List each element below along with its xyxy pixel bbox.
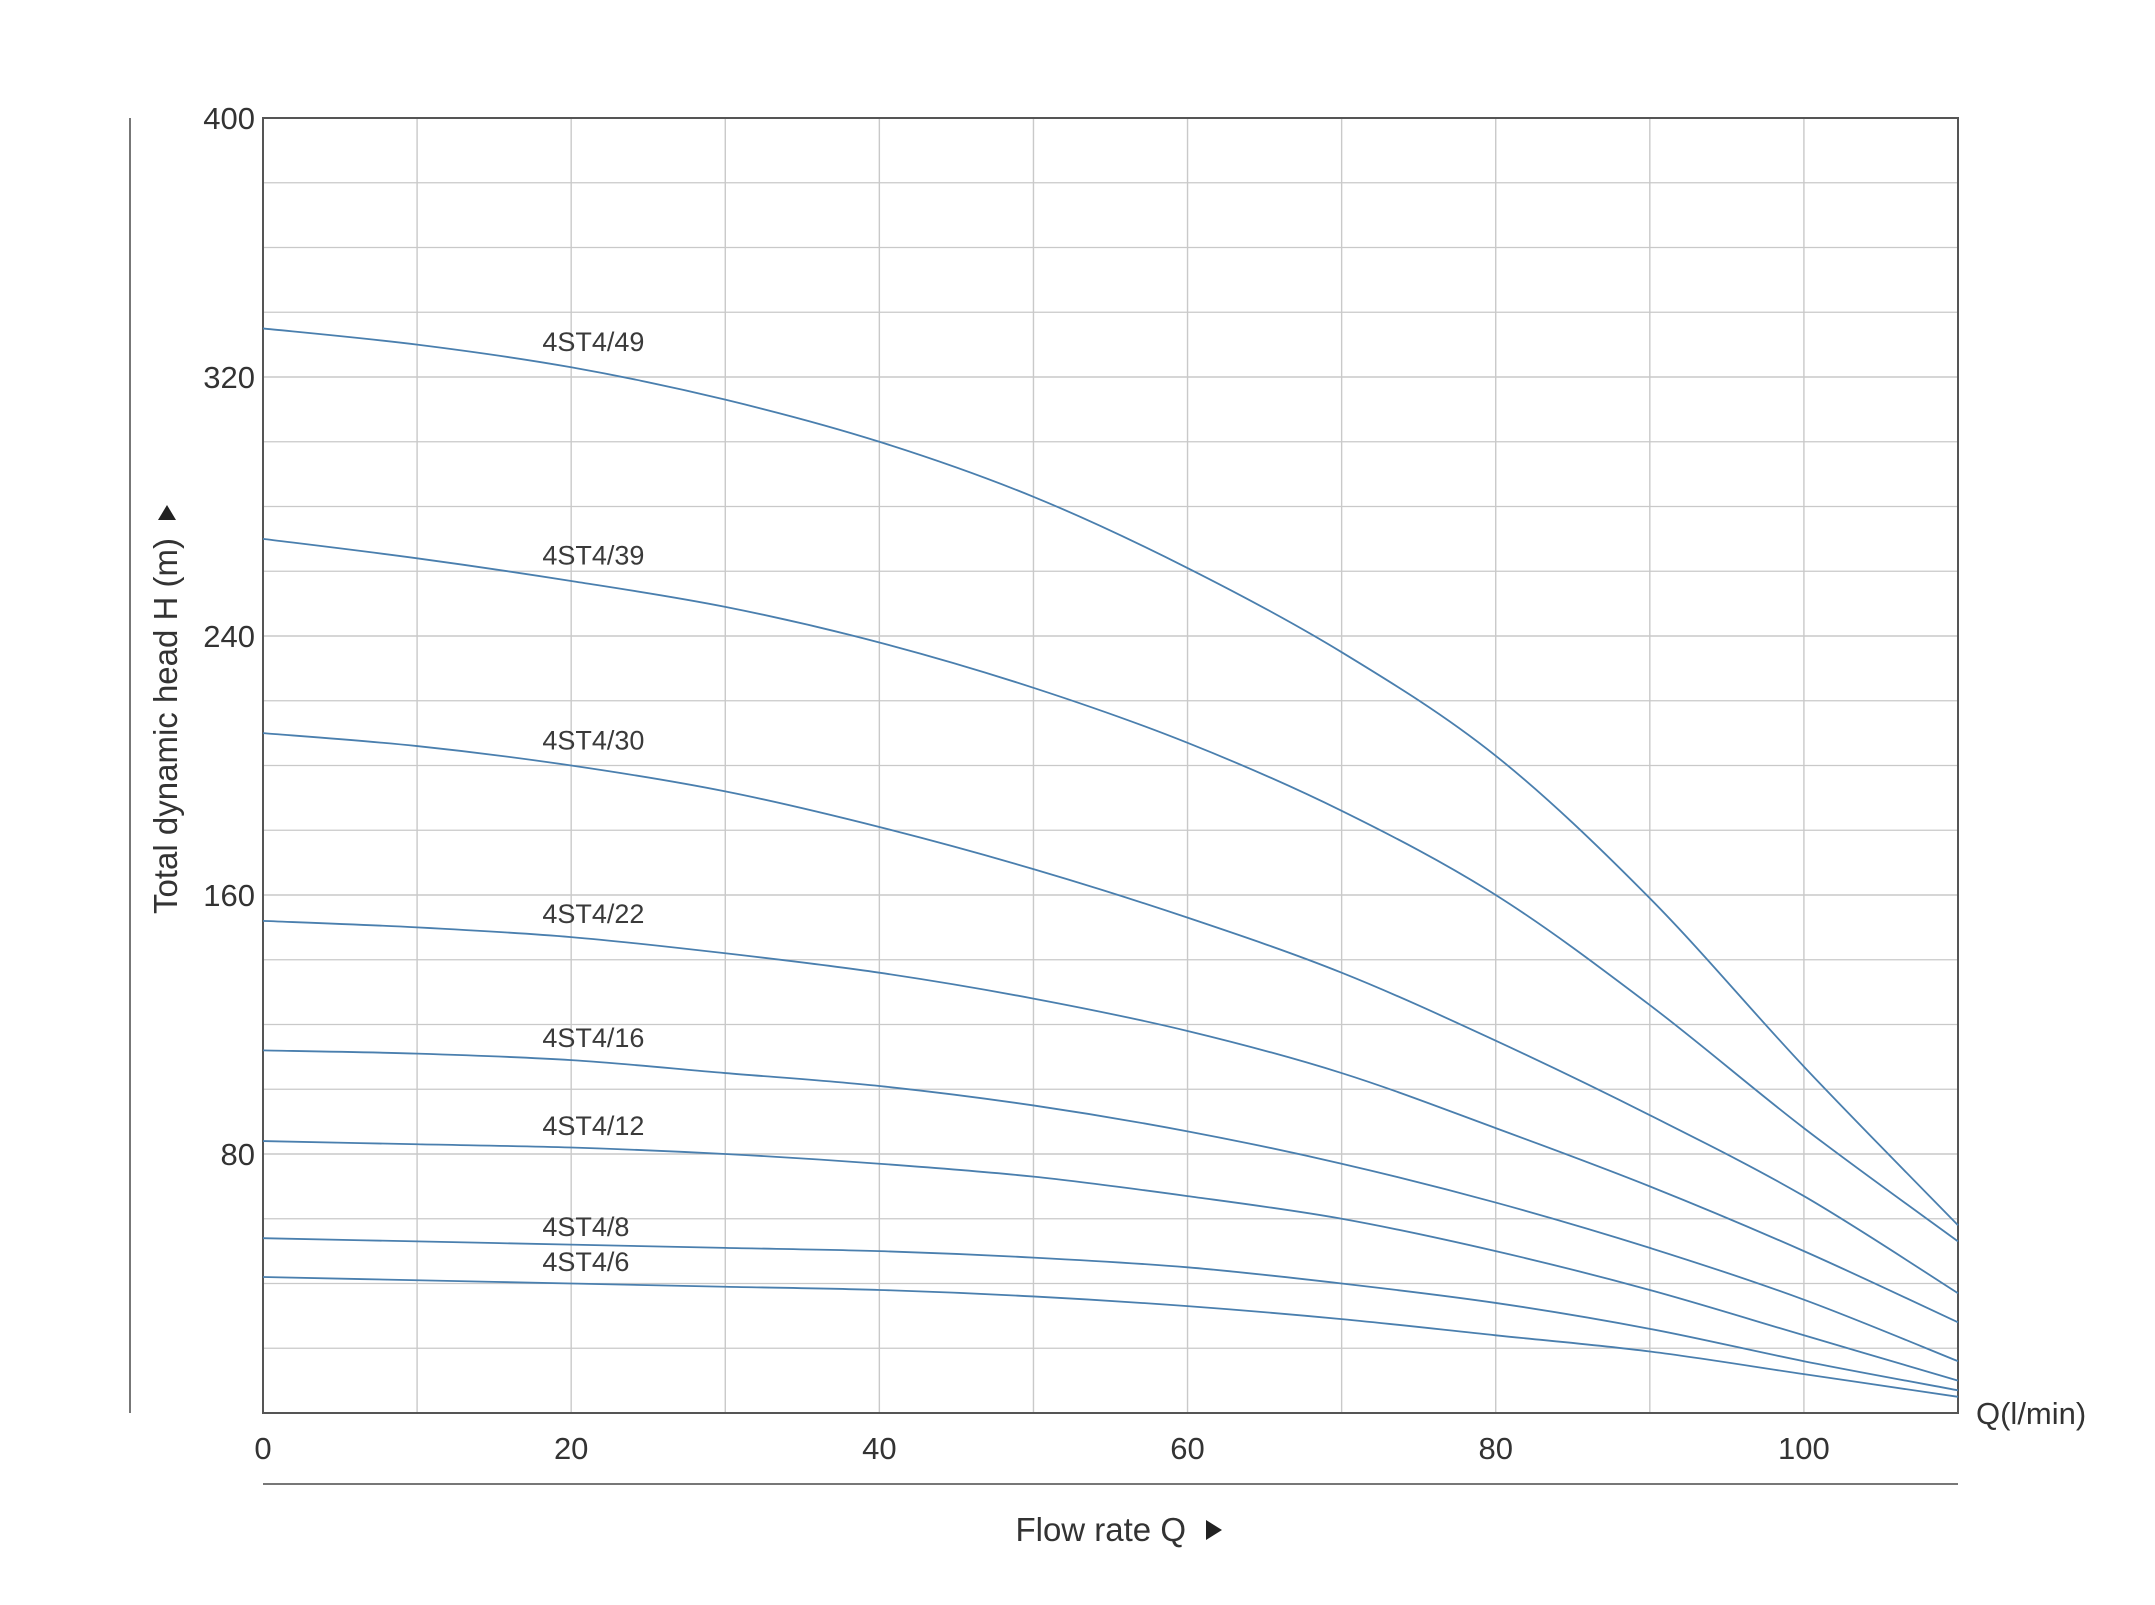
x-axis-title-text: Flow rate Q xyxy=(1015,1511,1186,1548)
y-tick-label: 400 xyxy=(203,101,255,136)
y-tick-labels: 80 160 240 320 400 xyxy=(203,101,255,1172)
x-tick-label: 100 xyxy=(1778,1431,1830,1466)
y-tick-label: 320 xyxy=(203,360,255,395)
curve-label: 4ST4/8 xyxy=(542,1212,629,1242)
pump-curve-4st4-49 xyxy=(262,327,1959,1226)
minor-gridlines xyxy=(263,182,1958,1349)
x-tick-labels: 0 20 40 60 80 100 xyxy=(254,1431,1829,1466)
x-unit-label: Q(l/min) xyxy=(1976,1396,2086,1431)
y-axis-title: Total dynamic head H (m) xyxy=(147,505,184,914)
y-tick-label: 160 xyxy=(203,878,255,913)
x-tick-label: 60 xyxy=(1170,1431,1204,1466)
pump-curve-4st4-30 xyxy=(262,732,1959,1294)
x-tick-label: 80 xyxy=(1478,1431,1512,1466)
curve-label: 4ST4/49 xyxy=(542,327,644,357)
x-tick-label: 20 xyxy=(554,1431,588,1466)
major-gridlines xyxy=(263,118,1958,1413)
pump-curve-4st4-6 xyxy=(262,1276,1959,1398)
x-axis-arrow-icon xyxy=(1206,1520,1222,1540)
curve-labels: 4ST4/49 4ST4/39 4ST4/30 4ST4/22 4ST4/16 4ST4/… xyxy=(542,327,644,1277)
curve-label: 4ST4/39 xyxy=(542,540,644,570)
plot-frame xyxy=(262,117,1959,1414)
pump-curve-4st4-16 xyxy=(262,1049,1959,1363)
x-tick-label: 0 xyxy=(254,1431,271,1466)
x-tick-label: 40 xyxy=(862,1431,896,1466)
y-axis-title-text: Total dynamic head H (m) xyxy=(147,538,184,914)
pump-curve-4st4-8 xyxy=(262,1237,1959,1392)
curve-label: 4ST4/22 xyxy=(542,899,644,929)
curve-label: 4ST4/6 xyxy=(542,1247,629,1277)
pump-curve-4st4-39 xyxy=(262,537,1959,1243)
pump-curve-4st4-22 xyxy=(262,920,1959,1324)
y-tick-label: 80 xyxy=(221,1137,255,1172)
curve-label: 4ST4/30 xyxy=(542,726,644,756)
x-axis-title: Flow rate Q xyxy=(1015,1511,1222,1548)
curve-label: 4ST4/16 xyxy=(542,1023,644,1053)
pump-curves xyxy=(262,327,1959,1398)
y-tick-label: 240 xyxy=(203,619,255,654)
pump-curve-4st4-12 xyxy=(262,1140,1959,1382)
y-axis-arrow-icon xyxy=(158,505,176,520)
curve-label: 4ST4/12 xyxy=(542,1111,644,1141)
